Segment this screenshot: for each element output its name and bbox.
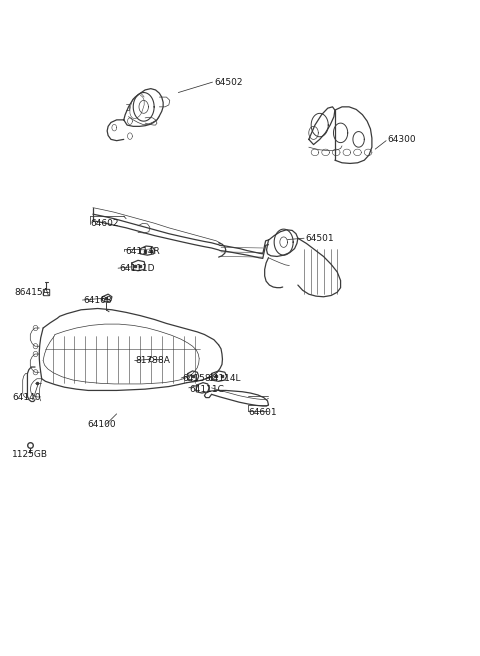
Text: 64100: 64100: [87, 420, 116, 429]
Text: 64602: 64602: [91, 219, 119, 228]
Text: 64168: 64168: [84, 296, 112, 304]
Text: 64111C: 64111C: [190, 385, 225, 394]
Text: 86415A: 86415A: [14, 288, 49, 297]
Text: 64158: 64158: [182, 373, 211, 382]
Text: 64300: 64300: [387, 135, 416, 144]
Text: 64501: 64501: [305, 234, 334, 243]
Text: 81738A: 81738A: [136, 356, 170, 365]
Text: 64140: 64140: [12, 393, 41, 402]
Text: 64601: 64601: [249, 408, 277, 417]
Text: 64114L: 64114L: [208, 373, 241, 382]
Text: 64114R: 64114R: [125, 247, 160, 256]
Text: 64502: 64502: [214, 77, 242, 87]
Text: 1125GB: 1125GB: [12, 450, 48, 459]
Text: 64111D: 64111D: [119, 264, 155, 273]
